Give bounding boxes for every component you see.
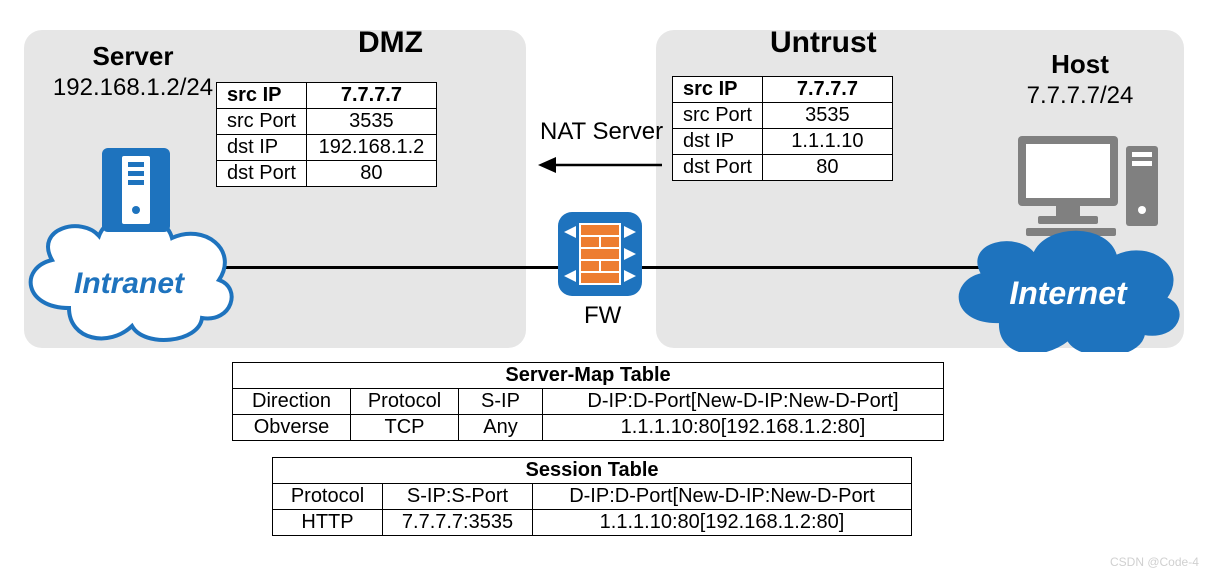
server-icon <box>96 142 176 238</box>
packet-table-untrust-body: src IP7.7.7.7src Port3535dst IP1.1.1.10d… <box>673 77 893 181</box>
sess-r1: 7.7.7.7:3535 <box>383 510 533 536</box>
smap-r3: 1.1.1.10:80[192.168.1.2:80] <box>543 415 944 441</box>
server-ip: 192.168.1.2/24 <box>53 74 213 101</box>
server-label: Server 192.168.1.2/24 <box>48 42 218 102</box>
pkt-val: 1.1.1.10 <box>762 129 892 155</box>
host-ip: 7.7.7.7/24 <box>1027 82 1134 109</box>
pkt-val: 7.7.7.7 <box>762 77 892 103</box>
packet-table-dmz-body: src IP7.7.7.7src Port3535dst IP192.168.1… <box>217 83 437 187</box>
fw-label: FW <box>584 302 621 330</box>
server-map-table: Server-Map Table Direction Protocol S-IP… <box>232 362 944 441</box>
untrust-title: Untrust <box>770 26 877 60</box>
pkt-key: src Port <box>673 103 763 129</box>
server-label-text: Server <box>93 41 174 71</box>
watermark: CSDN @Code-4 <box>1110 555 1199 569</box>
dmz-title: DMZ <box>358 26 423 60</box>
pkt-val: 192.168.1.2 <box>306 135 436 161</box>
smap-r0: Obverse <box>233 415 351 441</box>
pkt-key: src IP <box>673 77 763 103</box>
nat-label: NAT Server <box>540 118 663 146</box>
pkt-val: 80 <box>762 155 892 181</box>
pkt-key: dst IP <box>673 129 763 155</box>
smap-h1: Protocol <box>351 389 459 415</box>
smap-h0: Direction <box>233 389 351 415</box>
sess-h2: D-IP:D-Port[New-D-IP:New-D-Port <box>533 484 912 510</box>
host-label-text: Host <box>1051 49 1109 79</box>
smap-r2: Any <box>459 415 543 441</box>
host-label: Host 7.7.7.7/24 <box>1000 50 1160 110</box>
pkt-val: 80 <box>306 161 436 187</box>
pkt-key: src IP <box>217 83 307 109</box>
sess-h1: S-IP:S-Port <box>383 484 533 510</box>
pkt-key: dst IP <box>217 135 307 161</box>
pkt-key: dst Port <box>673 155 763 181</box>
sess-r0: HTTP <box>273 510 383 536</box>
smap-r1: TCP <box>351 415 459 441</box>
server-map-title: Server-Map Table <box>233 363 944 389</box>
pkt-val: 3535 <box>306 109 436 135</box>
firewall-icon <box>556 210 644 298</box>
svg-text:Internet: Internet <box>1009 275 1128 311</box>
pkt-val: 7.7.7.7 <box>306 83 436 109</box>
smap-h2: S-IP <box>459 389 543 415</box>
session-table: Session Table Protocol S-IP:S-Port D-IP:… <box>272 457 912 536</box>
packet-table-dmz: src IP7.7.7.7src Port3535dst IP192.168.1… <box>216 82 437 187</box>
sess-r2: 1.1.1.10:80[192.168.1.2:80] <box>533 510 912 536</box>
packet-table-untrust: src IP7.7.7.7src Port3535dst IP1.1.1.10d… <box>672 76 893 181</box>
pkt-key: dst Port <box>217 161 307 187</box>
nat-arrow <box>534 150 666 180</box>
internet-cloud: Internet <box>940 212 1190 352</box>
session-title: Session Table <box>273 458 912 484</box>
pkt-key: src Port <box>217 109 307 135</box>
pkt-val: 3535 <box>762 103 892 129</box>
svg-text:Intranet: Intranet <box>74 267 186 300</box>
sess-h0: Protocol <box>273 484 383 510</box>
smap-h3: D-IP:D-Port[New-D-IP:New-D-Port] <box>543 389 944 415</box>
